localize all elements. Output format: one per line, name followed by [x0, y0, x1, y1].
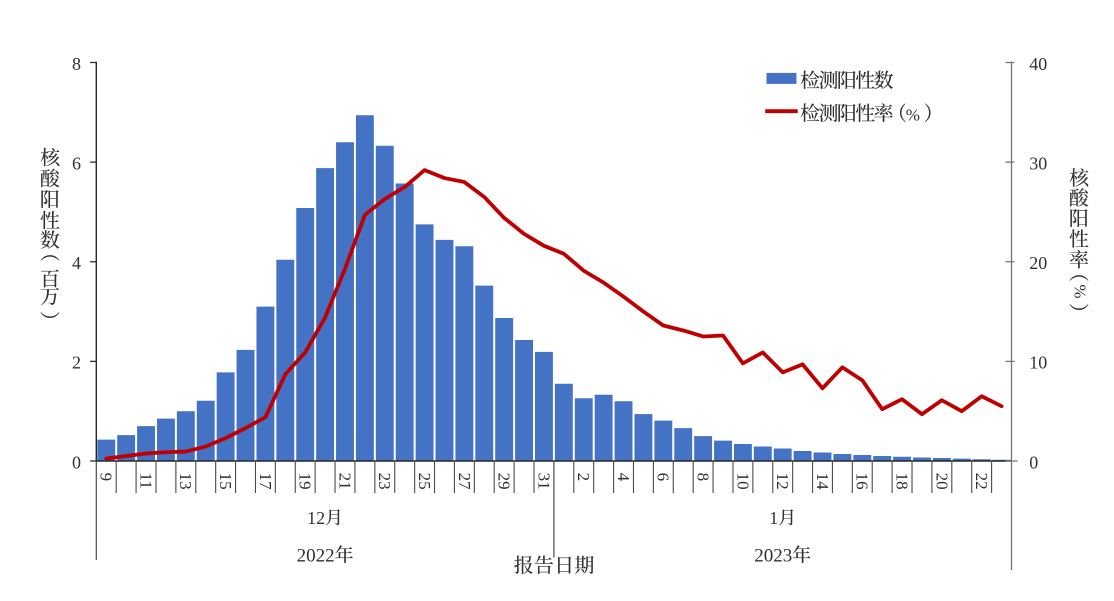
- svg-text:31: 31: [534, 473, 553, 490]
- svg-text:11: 11: [136, 473, 155, 489]
- svg-text:18: 18: [892, 473, 911, 490]
- svg-text:2: 2: [574, 473, 593, 482]
- svg-text:6: 6: [72, 153, 81, 173]
- svg-text:12: 12: [307, 508, 325, 528]
- svg-text:30: 30: [1029, 153, 1047, 173]
- svg-text:22: 22: [972, 473, 991, 490]
- svg-text:20: 20: [1029, 253, 1047, 273]
- svg-text:9: 9: [97, 473, 116, 482]
- svg-text:10: 10: [1029, 353, 1047, 373]
- svg-text:13: 13: [176, 473, 195, 490]
- svg-text:15: 15: [216, 473, 235, 490]
- svg-text:2023: 2023: [754, 546, 792, 567]
- svg-text:1: 1: [769, 508, 778, 528]
- svg-text:12: 12: [773, 473, 792, 490]
- svg-text:25: 25: [415, 473, 434, 490]
- svg-text:14: 14: [813, 473, 832, 491]
- svg-text:23: 23: [375, 473, 394, 490]
- svg-text:16: 16: [853, 473, 872, 490]
- svg-text:%: %: [906, 105, 920, 124]
- svg-text:4: 4: [72, 253, 81, 273]
- svg-text:10: 10: [733, 473, 752, 490]
- svg-text:0: 0: [1029, 452, 1038, 472]
- svg-text:%: %: [1070, 284, 1089, 298]
- svg-text:21: 21: [335, 473, 354, 490]
- svg-text:40: 40: [1029, 54, 1047, 74]
- svg-text:17: 17: [256, 473, 275, 491]
- svg-text:19: 19: [296, 473, 315, 490]
- svg-text:20: 20: [932, 473, 951, 490]
- svg-text:6: 6: [654, 473, 673, 482]
- svg-text:2022: 2022: [297, 546, 335, 567]
- svg-text:0: 0: [72, 452, 81, 472]
- svg-text:27: 27: [455, 473, 474, 491]
- svg-text:4: 4: [614, 473, 633, 482]
- svg-text:2: 2: [72, 353, 81, 373]
- svg-text:8: 8: [72, 54, 81, 74]
- svg-text:29: 29: [495, 473, 514, 490]
- svg-text:8: 8: [694, 473, 713, 482]
